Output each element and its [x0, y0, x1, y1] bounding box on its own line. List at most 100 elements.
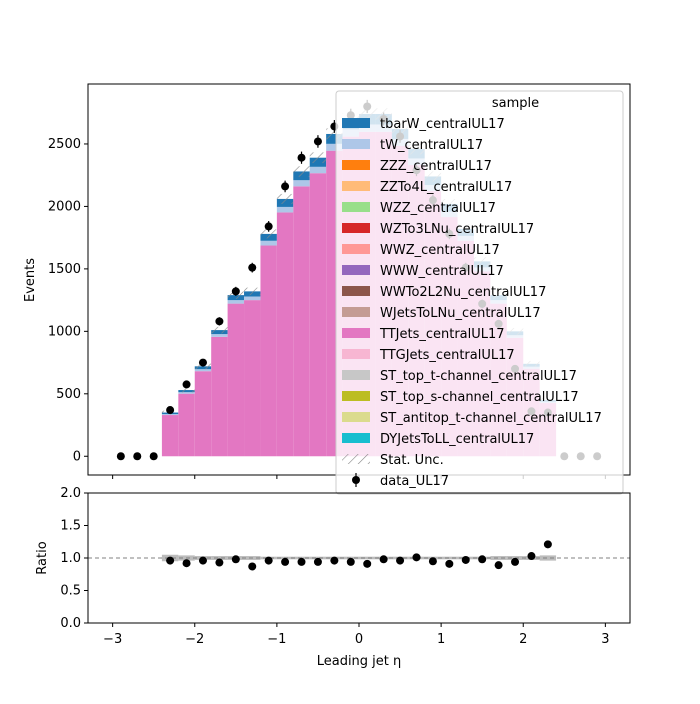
stat-unc-band: [244, 287, 261, 296]
stat-unc-band: [260, 229, 277, 239]
ratio-point: [363, 559, 372, 568]
stat-unc-band: [293, 166, 310, 177]
ratio-point: [379, 555, 388, 564]
stack-bar-ttjets: [244, 300, 261, 457]
ratio-xlabel: Leading jet η: [317, 654, 402, 669]
stack-bar-tw: [211, 334, 228, 337]
legend-swatch: [342, 433, 370, 443]
ratio-point: [166, 556, 175, 565]
data-point: [116, 452, 125, 461]
ratio-point: [215, 558, 224, 567]
legend-swatch: [342, 391, 370, 401]
stack-bar-tw: [227, 300, 245, 304]
legend-label: Stat. Unc.: [380, 453, 444, 468]
legend-swatch: [342, 286, 370, 296]
stack-bar-ttjets: [161, 415, 179, 457]
stat-unc-band: [276, 193, 294, 204]
legend-swatch: [342, 181, 370, 191]
legend-label: TTJets_centralUL17: [379, 327, 505, 342]
legend-swatch: [342, 349, 370, 359]
ratio-unc-band: [490, 556, 507, 560]
ratio-point: [198, 556, 207, 565]
ratio-point: [461, 555, 470, 564]
stack-bar-ttjets: [227, 303, 245, 457]
stack-bar-tw: [260, 240, 277, 246]
ratio-point: [543, 540, 552, 549]
ratio-unc-band: [211, 556, 228, 560]
legend-swatch: [342, 202, 370, 212]
ratio-ytick-label: 2.0: [60, 486, 81, 501]
ratio-point: [313, 557, 322, 566]
ratio-point: [264, 556, 273, 565]
data-point: [297, 153, 306, 162]
legend-label: ST_top_t-channel_centralUL17: [380, 369, 577, 384]
ratio-ytick-label: 0.5: [60, 584, 81, 599]
legend-swatch: [342, 370, 370, 380]
stack-bar-ttjets: [178, 393, 195, 457]
legend-swatch: [342, 307, 370, 317]
stack-bar-ttjets: [194, 371, 212, 457]
ratio-xtick-label: 1: [437, 632, 445, 647]
ratio-unc-band: [539, 555, 557, 561]
data-point: [149, 452, 158, 461]
ratio-panel: 0.0 0.5 1.0 1.5 2.0 −3 −2 −1 0 1 2 3 Ratio Leading…: [35, 486, 631, 669]
stack-bar-tw: [293, 180, 310, 187]
stack-bar-ttjets: [211, 336, 228, 457]
legend-title: sample: [492, 96, 539, 111]
legend-label: TTGJets_centralUL17: [379, 348, 515, 363]
stack-bar-tw: [178, 392, 195, 394]
ratio-xtick-label: −2: [185, 632, 204, 647]
data-point: [264, 222, 273, 231]
legend-label: WWTo2L2Nu_centralUL17: [380, 285, 546, 300]
stack-bar-tw: [309, 166, 327, 174]
main-ylabel: Events: [23, 258, 38, 302]
ratio-unc-band: [441, 556, 458, 560]
ratio-xtick-label: 0: [355, 632, 363, 647]
ratio-point: [428, 557, 437, 566]
ratio-xtick-label: −1: [267, 632, 286, 647]
ratio-xtick-label: 3: [601, 632, 609, 647]
stack-bar-ttjets: [260, 245, 277, 457]
legend-marker: [352, 476, 360, 484]
legend-label: tW_centralUL17: [380, 138, 483, 153]
legend-label: data_UL17: [380, 474, 449, 489]
stat-unc-band: [178, 387, 195, 393]
ratio-point: [346, 557, 355, 566]
ratio-ytick-label: 0.0: [60, 616, 81, 631]
ratio-point: [231, 555, 240, 564]
legend-swatch: [342, 139, 370, 149]
stack-bar-ttjets: [309, 173, 327, 457]
data-point: [231, 287, 240, 296]
legend-label: ZZTo4L_centralUL17: [380, 180, 512, 195]
data-point: [248, 263, 257, 272]
data-point: [313, 137, 322, 146]
ratio-xtick-label: 2: [519, 632, 527, 647]
main-ytick-label: 2500: [48, 137, 81, 152]
ratio-point: [527, 552, 536, 561]
stack-bar-tw: [326, 143, 343, 151]
main-ytick-label: 500: [56, 387, 81, 402]
legend-swatch: [342, 244, 370, 254]
ratio-point: [330, 556, 339, 565]
data-point: [133, 452, 142, 461]
main-ytick-label: 1000: [48, 324, 81, 339]
ratio-ytick-label: 1.0: [60, 551, 81, 566]
ratio-point: [248, 562, 257, 571]
ratio-point: [511, 557, 520, 566]
legend-label: ZZZ_centralUL17: [380, 159, 492, 174]
stack-bar-tw: [194, 369, 212, 372]
stat-unc-band: [309, 152, 327, 164]
data-point: [215, 317, 224, 326]
data-point: [182, 380, 191, 389]
ratio-point: [396, 556, 405, 565]
ratio-point: [297, 557, 306, 566]
ratio-ylabel: Ratio: [35, 541, 50, 574]
ratio-point: [281, 557, 290, 566]
legend-label: ST_top_s-channel_centralUL17: [380, 390, 579, 405]
stat-unc-band: [326, 128, 343, 140]
legend-swatch: [342, 265, 370, 275]
data-point: [166, 406, 175, 415]
stack-bar-tw: [276, 206, 294, 213]
ratio-unc-band: [359, 556, 376, 560]
